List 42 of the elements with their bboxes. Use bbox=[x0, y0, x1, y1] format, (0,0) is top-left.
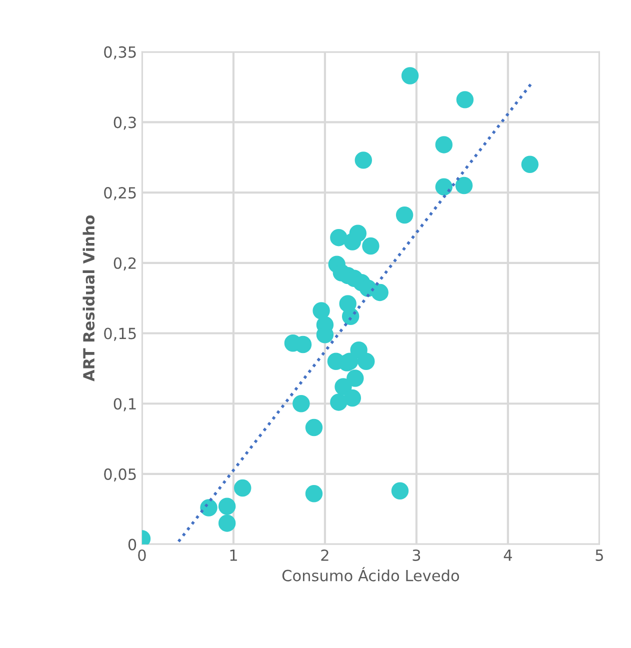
point bbox=[371, 284, 388, 302]
y-tick-label: 0,3 bbox=[114, 116, 136, 130]
point bbox=[344, 389, 362, 407]
point bbox=[305, 485, 323, 502]
point bbox=[330, 228, 348, 246]
point bbox=[455, 176, 473, 194]
point bbox=[391, 482, 409, 500]
x-tick-label: 3 bbox=[412, 549, 420, 562]
x-axis-title: Consumo Ácido Levedo bbox=[282, 566, 460, 582]
y-tick-label: 0,05 bbox=[104, 468, 136, 482]
y-tick-label: 0,15 bbox=[104, 328, 136, 341]
point bbox=[339, 295, 356, 312]
point bbox=[312, 302, 330, 320]
point bbox=[330, 394, 348, 411]
x-tick-label: 0 bbox=[138, 549, 146, 562]
y-axis-title: ART Residual Vinho bbox=[82, 215, 95, 382]
x-tick-label: 1 bbox=[230, 550, 237, 561]
point bbox=[401, 67, 419, 84]
point bbox=[396, 206, 414, 224]
point bbox=[354, 152, 372, 169]
point bbox=[358, 352, 375, 370]
y-tick-label: 0,2 bbox=[114, 257, 136, 270]
point bbox=[234, 479, 252, 497]
y-tick-label: 0,35 bbox=[104, 46, 136, 60]
point bbox=[292, 395, 310, 412]
point bbox=[218, 514, 236, 532]
point bbox=[200, 499, 218, 516]
point bbox=[435, 136, 453, 154]
point bbox=[521, 156, 539, 174]
point bbox=[435, 178, 453, 196]
x-tick-label: 5 bbox=[596, 550, 603, 562]
point bbox=[346, 370, 364, 387]
y-tick-label: 0,1 bbox=[114, 398, 136, 412]
y-tick-label: 0,25 bbox=[104, 187, 136, 200]
point bbox=[362, 237, 380, 255]
point bbox=[218, 498, 236, 515]
x-tick-label: 2 bbox=[321, 549, 328, 561]
point bbox=[305, 418, 323, 436]
x-tick-label: 4 bbox=[504, 550, 512, 561]
y-tick-label: 0 bbox=[128, 538, 136, 550]
point bbox=[456, 91, 474, 108]
point bbox=[349, 224, 367, 242]
